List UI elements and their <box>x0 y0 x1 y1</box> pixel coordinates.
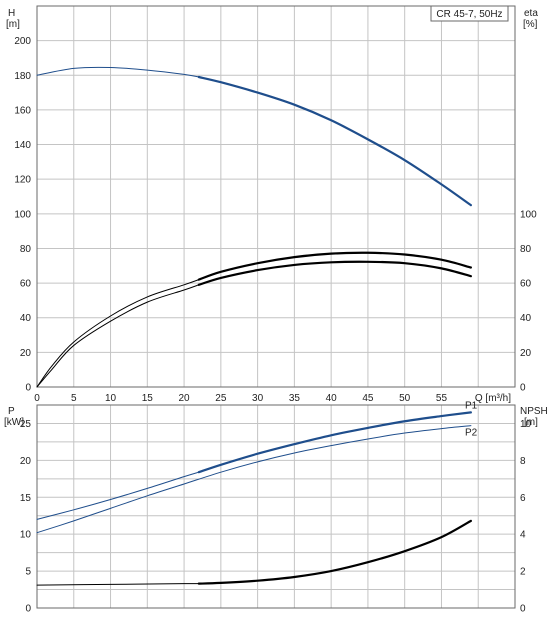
series-NPSH_bold <box>197 519 472 585</box>
x-tick-label: 0 <box>34 393 40 404</box>
y-right-tick-label: 10 <box>520 419 532 430</box>
y-right-tick-label: 6 <box>520 493 526 504</box>
series-P1_bold <box>197 411 472 474</box>
y-left-tick-label: 0 <box>25 383 31 394</box>
x-axis-label: Q [m³/h] <box>475 393 511 404</box>
x-tick-label: 30 <box>252 393 264 404</box>
y-right-axis-unit: [m] <box>524 417 538 428</box>
series-label-p2: P2 <box>465 428 478 439</box>
y-right-tick-label: 0 <box>520 383 526 394</box>
y-left-axis-title: P <box>8 406 15 417</box>
x-tick-label: 10 <box>105 393 117 404</box>
series-NPSH_thin <box>36 583 200 586</box>
panel-frame <box>36 5 516 388</box>
y-right-tick-label: 0 <box>520 604 526 615</box>
y-left-tick-label: 60 <box>20 279 32 290</box>
series-eta_a_bold <box>197 251 472 281</box>
y-left-axis-unit: [m] <box>6 19 20 30</box>
y-right-tick-label: 80 <box>520 244 532 255</box>
y-left-axis-unit: [kW] <box>4 417 24 428</box>
y-right-tick-label: 4 <box>520 530 526 541</box>
panel-frame <box>36 404 516 609</box>
y-left-tick-label: 100 <box>14 209 31 220</box>
y-left-axis-title: H <box>8 8 15 19</box>
x-tick-label: 25 <box>215 393 227 404</box>
y-left-tick-label: 200 <box>14 36 31 47</box>
series-eta_b_bold <box>197 260 472 286</box>
curve-layer <box>36 66 472 586</box>
y-right-axis-title: NPSH <box>520 406 548 417</box>
y-left-tick-label: 120 <box>14 175 31 186</box>
x-tick-label: 5 <box>71 393 77 404</box>
series-eta_b_thin <box>36 284 200 388</box>
y-right-tick-label: 40 <box>520 313 532 324</box>
y-left-tick-label: 180 <box>14 71 31 82</box>
y-left-tick-label: 15 <box>20 493 32 504</box>
y-right-tick-label: 60 <box>520 279 532 290</box>
y-left-tick-label: 10 <box>20 530 32 541</box>
x-tick-label: 20 <box>179 393 191 404</box>
y-right-axis-title: eta <box>524 8 538 19</box>
series-label-p1: P1 <box>465 400 478 411</box>
y-left-tick-label: 80 <box>20 244 32 255</box>
y-left-tick-label: 25 <box>20 419 32 430</box>
x-tick-label: 15 <box>142 393 154 404</box>
x-tick-label: 40 <box>326 393 338 404</box>
x-tick-label: 55 <box>436 393 448 404</box>
x-tick-label: 50 <box>399 393 411 404</box>
series-P1_thin <box>36 471 200 520</box>
y-right-axis-unit: [%] <box>523 19 538 30</box>
y-right-tick-label: 20 <box>520 348 532 359</box>
x-tick-label: 45 <box>362 393 374 404</box>
y-left-tick-label: 0 <box>25 604 31 615</box>
y-left-tick-label: 140 <box>14 140 31 151</box>
grid-layer <box>36 5 516 609</box>
y-right-tick-label: 2 <box>520 567 526 578</box>
series-H_bold <box>197 75 472 207</box>
y-left-tick-label: 20 <box>20 456 32 467</box>
title-box-text: CR 45-7, 50Hz <box>436 9 502 20</box>
y-left-tick-label: 160 <box>14 105 31 116</box>
title-box: CR 45-7, 50Hz <box>430 5 509 22</box>
series-H_thin <box>36 66 200 78</box>
y-left-tick-label: 5 <box>25 567 31 578</box>
series-eta_a_thin <box>36 279 200 388</box>
y-right-tick-label: 8 <box>520 456 526 467</box>
x-tick-label: 35 <box>289 393 301 404</box>
series-P2_thin <box>36 425 472 534</box>
y-right-tick-label: 100 <box>520 209 537 220</box>
y-left-tick-label: 40 <box>20 313 32 324</box>
y-left-tick-label: 20 <box>20 348 32 359</box>
text-layer: 0204060801001201401601802000204060801000… <box>4 8 548 615</box>
